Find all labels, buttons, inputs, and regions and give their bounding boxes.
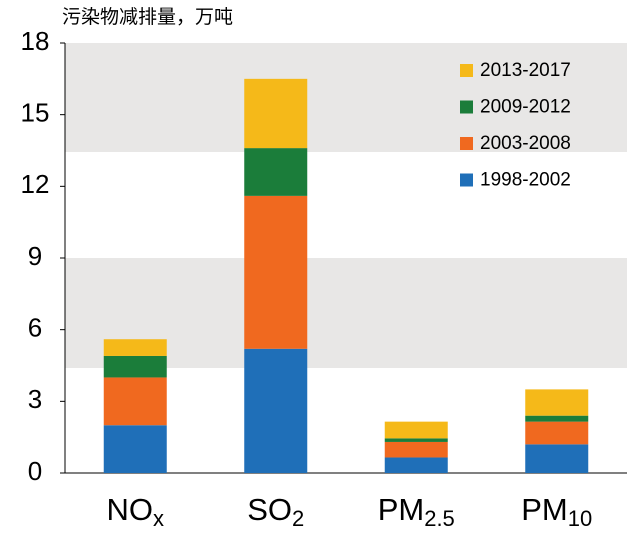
x-tick-label: SO2 — [247, 492, 304, 531]
y-tick-label: 0 — [28, 456, 42, 486]
background-band — [65, 43, 627, 152]
bar-segment — [384, 441, 448, 458]
y-tick-label: 12 — [21, 169, 50, 199]
bar-segment — [244, 78, 308, 149]
y-tick-label: 15 — [21, 98, 50, 128]
chart-title: 污染物减排量，万吨 — [62, 6, 233, 28]
bar-segment — [525, 389, 589, 416]
bar-segment — [525, 421, 589, 445]
y-tick-label: 6 — [28, 313, 42, 343]
legend-swatch — [460, 64, 473, 77]
legend-label: 2013-2017 — [480, 60, 571, 81]
x-tick-label: PM2.5 — [378, 492, 455, 531]
y-tick-label: 9 — [28, 241, 42, 271]
bar-segment — [384, 457, 448, 473]
legend-swatch — [460, 100, 473, 114]
legend-swatch — [460, 137, 473, 150]
legend-label: 2009-2012 — [480, 97, 571, 118]
bar-segment — [244, 348, 308, 473]
bar-segment — [103, 355, 167, 378]
bar-segment — [244, 195, 308, 349]
legend-label: 2003-2008 — [480, 133, 571, 154]
bar-segment — [525, 444, 589, 473]
legend-swatch — [460, 173, 473, 187]
bar-segment — [244, 148, 308, 196]
x-tick-label: PM10 — [521, 492, 592, 531]
bar-segment — [384, 421, 448, 439]
x-tick-label: NOx — [107, 492, 165, 531]
bar-segment — [384, 438, 448, 442]
y-tick-label: 18 — [21, 26, 50, 56]
bar-segment — [525, 415, 589, 422]
y-tick-label: 3 — [28, 384, 42, 414]
bar-segment — [103, 377, 167, 426]
bar-segment — [103, 339, 167, 356]
bar-segment — [103, 425, 167, 473]
legend-label: 1998-2002 — [480, 170, 571, 191]
